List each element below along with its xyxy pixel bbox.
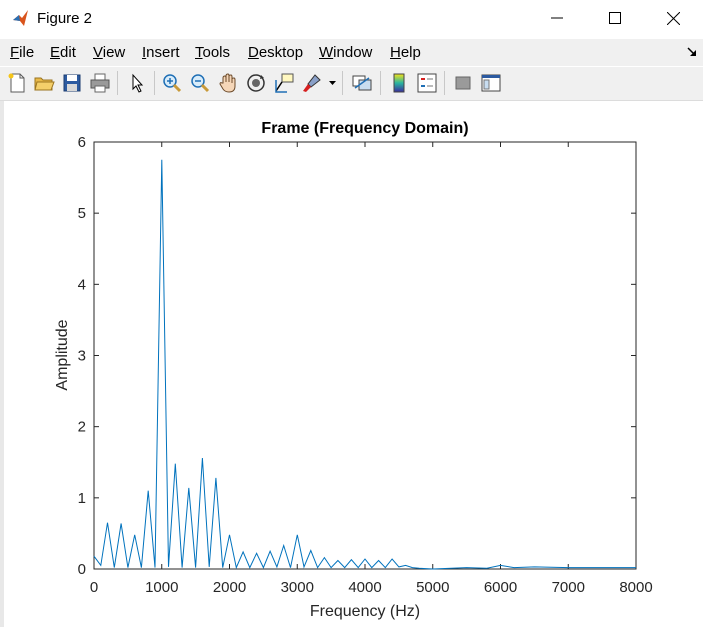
close-icon <box>666 11 680 25</box>
x-axis-label: Frequency (Hz) <box>310 603 420 620</box>
minimize-button[interactable] <box>528 0 586 36</box>
pointer-icon[interactable] <box>126 72 148 94</box>
zoom-in-icon[interactable] <box>161 72 183 94</box>
zoom-out-icon[interactable] <box>189 72 211 94</box>
menu-window[interactable]: Window <box>319 44 373 61</box>
menu-edit[interactable]: Edit <box>50 44 76 61</box>
y-tick-label: 6 <box>78 134 86 151</box>
x-tick-label: 5000 <box>416 579 449 596</box>
x-tick-label: 4000 <box>348 579 381 596</box>
save-icon[interactable] <box>61 72 83 94</box>
x-tick-label: 2000 <box>213 579 246 596</box>
figure-toolbar <box>0 67 703 101</box>
colorbar-icon[interactable] <box>388 72 410 94</box>
menu-insert[interactable]: Insert <box>142 44 180 61</box>
new-figure-icon[interactable] <box>6 72 28 94</box>
maximize-icon <box>609 12 621 24</box>
maximize-button[interactable] <box>586 0 644 36</box>
menu-desktop[interactable]: Desktop <box>248 44 304 61</box>
dock-arrow-icon[interactable] <box>687 47 697 57</box>
matlab-icon <box>13 10 28 26</box>
close-button[interactable] <box>644 0 702 36</box>
x-tick-label: 0 <box>90 579 98 596</box>
y-tick-label: 0 <box>78 561 86 578</box>
link-plot-icon[interactable] <box>351 72 373 94</box>
y-tick-label: 4 <box>78 276 86 293</box>
menubar: File Edit View Insert Tools Desktop Wind… <box>0 39 703 66</box>
window-title: Figure 2 <box>37 10 93 27</box>
x-tick-label: 7000 <box>552 579 585 596</box>
window-edge <box>0 101 4 627</box>
hide-plot-tools-icon[interactable] <box>452 72 474 94</box>
open-file-icon[interactable] <box>33 72 55 94</box>
x-tick-label: 6000 <box>484 579 517 596</box>
brush-dropdown-icon[interactable] <box>329 81 336 86</box>
plot-svg[interactable]: Frame (Frequency Domain) Frequency (Hz) … <box>0 101 703 627</box>
y-tick-label: 2 <box>78 419 86 436</box>
chart-title: Frame (Frequency Domain) <box>261 120 468 137</box>
rotate-icon[interactable] <box>245 72 267 94</box>
x-tick-label: 3000 <box>281 579 314 596</box>
x-tick-label: 1000 <box>145 579 178 596</box>
minimize-icon <box>551 17 563 19</box>
menu-view[interactable]: View <box>93 44 126 61</box>
menu-tools[interactable]: Tools <box>195 44 231 61</box>
brush-icon[interactable] <box>301 72 323 94</box>
y-tick-label: 1 <box>78 490 86 507</box>
print-icon[interactable] <box>89 72 111 94</box>
y-tick-label: 5 <box>78 205 86 222</box>
x-tick-label: 8000 <box>619 579 652 596</box>
axes-box[interactable] <box>93 141 637 570</box>
series-line-spectrum <box>93 159 636 570</box>
figure-canvas: Frame (Frequency Domain) Frequency (Hz) … <box>0 101 703 627</box>
data-cursor-icon[interactable] <box>273 72 295 94</box>
pan-icon[interactable] <box>217 72 239 94</box>
legend-icon[interactable] <box>416 72 438 94</box>
show-plot-tools-icon[interactable] <box>480 72 502 94</box>
menu-file[interactable]: File <box>10 44 35 61</box>
menu-help[interactable]: Help <box>390 44 421 61</box>
y-axis-label: Amplitude <box>54 319 71 390</box>
y-tick-label: 3 <box>78 348 86 365</box>
window-titlebar: Figure 2 <box>0 0 703 38</box>
